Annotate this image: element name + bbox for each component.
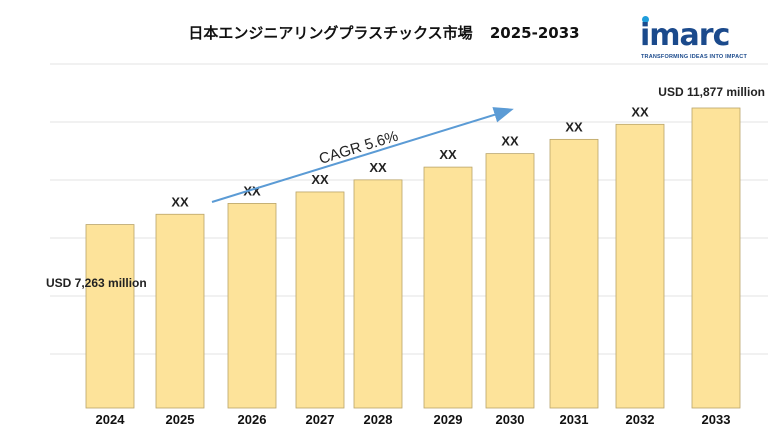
bar-2024: [85, 224, 135, 409]
bar-2033: [691, 107, 741, 409]
x-tick-2029: 2029: [434, 412, 463, 427]
bar-2032: [615, 123, 665, 409]
value-labels: USD 7,263 million XX XX XX XX XX XX XX XX USD 11,…: [46, 85, 765, 290]
logo-wordmark: imarc: [640, 18, 730, 53]
chart-title-text: 日本エンジニアリングプラスチックス市場: [188, 24, 473, 42]
bar-2031: [549, 138, 599, 409]
x-tick-2031: 2031: [560, 412, 589, 427]
chart-title: 日本エンジニアリングプラスチックス市場 2025-2033: [0, 22, 768, 43]
x-tick-2030: 2030: [496, 412, 525, 427]
bar-2027: [295, 191, 345, 409]
logo-dot-icon: [642, 16, 649, 23]
value-label-2032: XX: [631, 104, 649, 119]
x-tick-2024: 2024: [96, 412, 126, 427]
bar-2026: [227, 203, 277, 409]
value-label-2033: USD 11,877 million: [658, 85, 765, 99]
value-label-2029: XX: [439, 147, 457, 162]
value-label-2031: XX: [565, 119, 583, 134]
value-label-2030: XX: [501, 134, 519, 149]
value-label-2027: XX: [311, 172, 329, 187]
bar-2028: [353, 179, 403, 409]
imarc-logo: imarc TRANSFORMING IDEAS INTO IMPACT: [628, 10, 758, 65]
x-tick-2027: 2027: [306, 412, 335, 427]
x-tick-2025: 2025: [166, 412, 195, 427]
chart-title-years: 2025-2033: [489, 24, 580, 42]
x-tick-2026: 2026: [238, 412, 267, 427]
x-tick-2028: 2028: [364, 412, 393, 427]
value-label-2028: XX: [369, 160, 387, 175]
logo-tagline: TRANSFORMING IDEAS INTO IMPACT: [640, 54, 748, 60]
value-label-2026: XX: [243, 183, 261, 198]
value-label-2024: USD 7,263 million: [46, 276, 147, 290]
bar-2025: [155, 213, 205, 409]
bars: [85, 107, 741, 409]
x-tick-2033: 2033: [702, 412, 731, 427]
value-label-2025: XX: [171, 194, 189, 209]
cagr-arrow-line: [211, 107, 514, 203]
x-tick-2032: 2032: [626, 412, 655, 427]
x-tick-labels: 2024 2025 2026 2027 2028 2029 2030 2031 2032 2033: [96, 412, 731, 427]
bar-2029: [423, 166, 473, 409]
bar-2030: [485, 153, 535, 409]
